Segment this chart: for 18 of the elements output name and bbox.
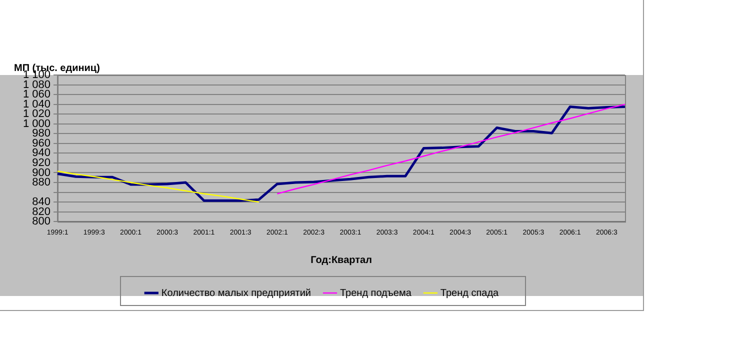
- y-tick-label: 980: [32, 128, 51, 140]
- y-tick-label: 960: [32, 137, 51, 150]
- y-tick-label: 1 040: [22, 98, 51, 110]
- y-tick-label: 800: [32, 216, 51, 228]
- x-axis-title: Год:Квартал: [310, 254, 372, 266]
- y-tick-label: 900: [32, 166, 51, 179]
- y-tick-label: 1 000: [22, 118, 51, 130]
- y-tick-label: 1 020: [22, 108, 51, 120]
- y-tick-label: 880: [32, 176, 51, 189]
- y-tick-label: 920: [32, 156, 51, 169]
- y-tick-label: 1 060: [22, 88, 51, 101]
- legend-label: Тренд спада: [440, 288, 500, 299]
- legend-label: Тренд подъема: [340, 288, 412, 299]
- y-tick-label: 820: [32, 206, 51, 218]
- y-tick-label: 840: [32, 196, 51, 208]
- y-tick-label: 1 080: [22, 78, 51, 91]
- legend-label: Количество малых предприятий: [161, 288, 312, 299]
- y-tick-label: 940: [32, 147, 51, 160]
